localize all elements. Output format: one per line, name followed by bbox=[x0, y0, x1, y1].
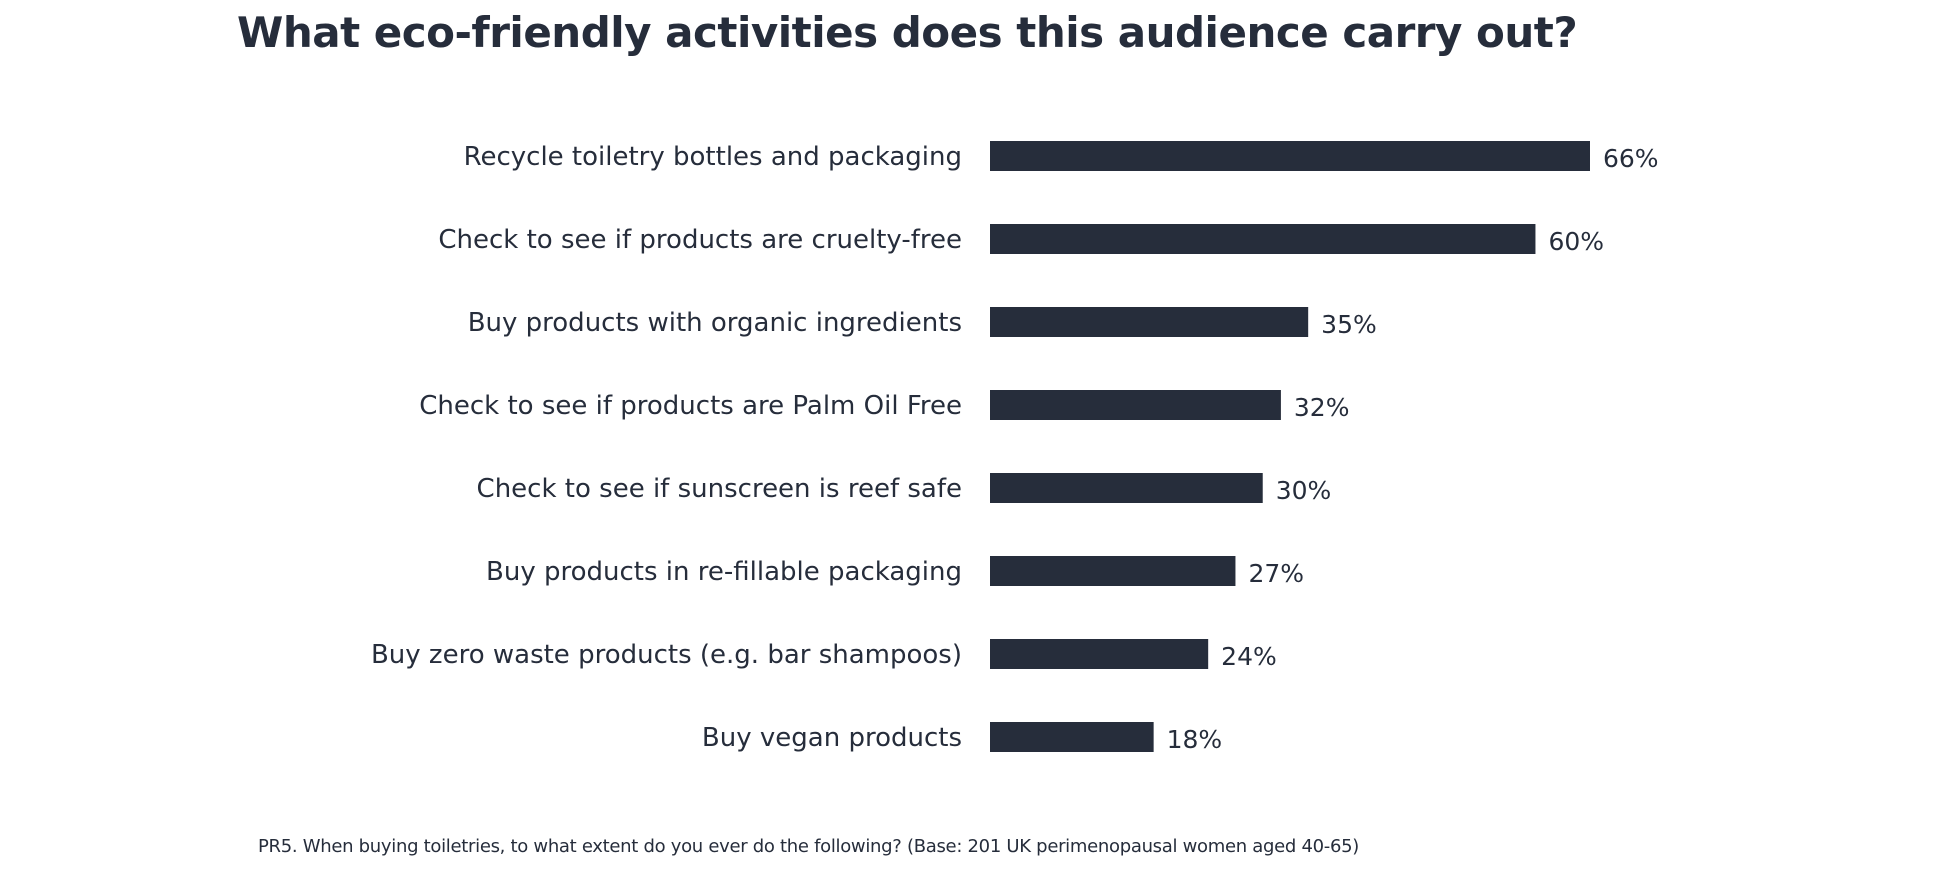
bar-row: Check to see if products are Palm Oil Fr… bbox=[419, 390, 1349, 422]
bar bbox=[990, 224, 1536, 254]
category-label: Buy products with organic ingredients bbox=[468, 308, 962, 338]
value-label: 27% bbox=[1248, 559, 1304, 588]
bar bbox=[990, 722, 1154, 752]
bar bbox=[990, 307, 1309, 337]
category-label: Buy zero waste products (e.g. bar shampo… bbox=[371, 640, 962, 670]
bar-chart: Recycle toiletry bottles and packaging 66… bbox=[371, 141, 1659, 754]
value-label: 18% bbox=[1167, 725, 1223, 754]
category-label: Check to see if products are Palm Oil Fr… bbox=[419, 391, 962, 421]
bar bbox=[990, 556, 1236, 586]
value-label: 60% bbox=[1548, 227, 1604, 256]
bar-row: Recycle toiletry bottles and packaging 66… bbox=[464, 141, 1659, 173]
page-title: What eco-friendly activities does this a… bbox=[237, 8, 1578, 57]
value-label: 30% bbox=[1276, 476, 1332, 505]
bar-row: Buy products with organic ingredients 35% bbox=[468, 307, 1377, 339]
bar-row: Check to see if sunscreen is reef safe 30… bbox=[477, 473, 1332, 505]
value-label: 32% bbox=[1294, 393, 1350, 422]
bar bbox=[990, 473, 1263, 503]
bar bbox=[990, 639, 1209, 669]
category-label: Buy products in re-fillable packaging bbox=[486, 557, 962, 587]
category-label: Recycle toiletry bottles and packaging bbox=[464, 142, 962, 172]
value-label: 66% bbox=[1603, 144, 1659, 173]
bar-row: Buy products in re-fillable packaging 27% bbox=[486, 556, 1304, 588]
bar-row: Buy vegan products 18% bbox=[702, 722, 1222, 754]
category-label: Buy vegan products bbox=[702, 723, 962, 753]
bar-row: Check to see if products are cruelty-fre… bbox=[438, 224, 1604, 256]
category-label: Check to see if products are cruelty-fre… bbox=[438, 225, 962, 255]
footnote: PR5. When buying toiletries, to what ext… bbox=[258, 836, 1359, 857]
value-label: 35% bbox=[1321, 310, 1377, 339]
bar bbox=[990, 390, 1281, 420]
category-label: Check to see if sunscreen is reef safe bbox=[477, 474, 962, 504]
bar bbox=[990, 141, 1590, 171]
bar-row: Buy zero waste products (e.g. bar shampo… bbox=[371, 639, 1277, 671]
value-label: 24% bbox=[1221, 642, 1277, 671]
